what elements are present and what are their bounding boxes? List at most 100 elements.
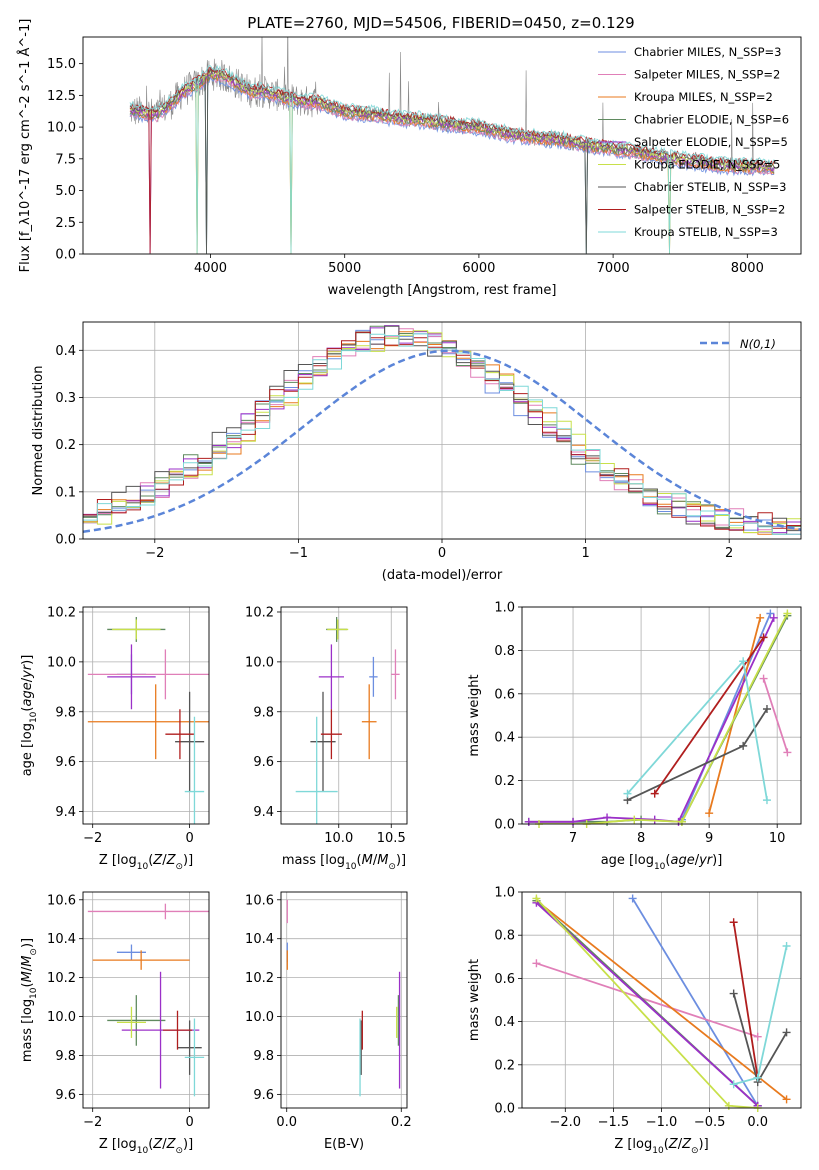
weight-marker: [628, 894, 637, 903]
x-tick-label: 7000: [597, 261, 630, 276]
weight-marker: [729, 989, 738, 998]
residual-histogram-panel: −2 −1 0 1 2 0.0 0.1 0.2 0.3 0.4 N(0,1) (data-model)…: [31, 321, 802, 583]
y-axis-label: Flux [f_λ10^-17 erg cm^-2 s^-1 Å^-1]: [17, 19, 33, 273]
model-line-4: [129, 71, 775, 254]
weight-marker: [532, 894, 541, 903]
weight-marker: [762, 704, 771, 713]
weight-marker: [782, 1095, 791, 1104]
histogram-step-8: [83, 333, 801, 535]
y-tick-label: 12.5: [47, 89, 76, 104]
x-tick-label: −0.5: [694, 1115, 726, 1130]
y-tick-label: 0.8: [494, 929, 515, 944]
weight-marker: [724, 1101, 733, 1110]
y-tick-label: 10.4: [47, 932, 76, 947]
y-axis-label: mass [log10(M/M⊙)]: [20, 938, 39, 1062]
legend-label-0: Chabrier MILES, N_SSP=3: [634, 45, 781, 59]
weight-line-4: [535, 902, 759, 1107]
y-tick-label: 0.4: [494, 731, 515, 746]
weight-line-2: [708, 617, 762, 814]
y-tick-label: 10.0: [47, 655, 76, 670]
x-axis-label: (data-model)/error: [382, 568, 503, 583]
y-tick-label: 9.6: [55, 755, 76, 770]
weight-marker: [705, 809, 714, 818]
y-tick-label: 7.5: [55, 152, 76, 167]
x-tick-label: 0.2: [391, 1115, 412, 1130]
x-tick-label: 5000: [328, 261, 361, 276]
axes-frame: [82, 321, 802, 540]
weight-marker: [729, 1080, 738, 1089]
y-tick-label: 9.4: [253, 805, 274, 820]
y-tick-label: 0.0: [494, 818, 515, 833]
y-tick-label: 10.2: [245, 971, 274, 986]
axes-frame: [82, 891, 210, 1109]
weight-marker: [753, 1032, 762, 1041]
y-tick-label: 15.0: [47, 57, 76, 72]
y-tick-label: 0.1: [55, 485, 76, 500]
x-tick-label: 10.5: [377, 831, 406, 846]
weight-line-1: [536, 962, 758, 1038]
weight-marker: [762, 796, 771, 805]
y-tick-label: 9.6: [55, 1088, 76, 1103]
x-tick-label: 0: [185, 831, 193, 846]
weight-line-7: [653, 636, 765, 795]
weight-marker: [630, 815, 639, 824]
weight-marker: [532, 959, 541, 968]
y-tick-label: 0.3: [55, 391, 76, 406]
y-axis-label: mass weight: [467, 959, 482, 1041]
y-tick-label: 9.8: [253, 1049, 274, 1064]
x-tick-label: 4000: [194, 261, 227, 276]
x-axis-label: wavelength [Angstrom, rest frame]: [328, 283, 557, 298]
y-tick-label: 2.5: [55, 216, 76, 231]
axes-frame: [82, 36, 802, 255]
x-tick-label: 8000: [731, 261, 764, 276]
x-tick-label: 7: [569, 831, 577, 846]
legend-label-8: Kroupa STELIB, N_SSP=3: [634, 225, 778, 239]
weight-marker: [783, 748, 792, 757]
weight-marker: [769, 613, 778, 622]
weight-marker: [569, 817, 578, 826]
x-tick-label: −2: [83, 831, 102, 846]
x-tick-label: −2.0: [550, 1115, 582, 1130]
x-axis-label: Z [log10(Z/Z⊙)]: [99, 853, 193, 872]
age-vs-metallicity-panel: −2 0 9.4 9.6 9.8 10.0 10.2 Z [log10(Z/Z⊙)] age […: [20, 605, 210, 872]
y-axis-label: mass weight: [467, 674, 482, 756]
x-axis-label: age [log10(age/yr)]: [601, 853, 723, 872]
axes-frame: [521, 891, 802, 1109]
x-tick-label: 10.0: [324, 831, 353, 846]
axes-frame: [280, 606, 408, 825]
y-tick-label: 0.0: [55, 248, 76, 263]
y-tick-label: 0.4: [55, 344, 76, 359]
y-tick-label: 10.0: [245, 1010, 274, 1025]
x-tick-label: 6000: [462, 261, 495, 276]
weight-marker: [759, 633, 768, 642]
x-tick-label: 8: [637, 831, 645, 846]
x-axis-label: Z [log10(Z/Z⊙)]: [614, 1137, 708, 1156]
x-tick-label: 0: [438, 546, 446, 561]
y-axis-label: Normed distribution: [31, 366, 46, 496]
y-tick-label: 10.6: [245, 893, 274, 908]
weight-marker: [677, 817, 686, 826]
axes-frame: [280, 891, 408, 1109]
y-axis-label: age [log10(age/yr)]: [20, 655, 39, 777]
y-tick-label: 9.8: [55, 705, 76, 720]
mass-vs-reddening-panel: 0.0 0.2 9.6 9.8 10.0 10.2 10.4 10.6 E(B-V): [245, 891, 412, 1152]
y-tick-label: 10.6: [47, 893, 76, 908]
weight-marker: [759, 674, 768, 683]
y-tick-label: 0.0: [494, 1102, 515, 1117]
weight-line-0: [631, 898, 759, 1107]
y-tick-label: 0.0: [55, 533, 76, 548]
y-tick-label: 9.8: [55, 1049, 76, 1064]
x-axis-label: E(B-V): [324, 1137, 364, 1152]
weight-marker: [782, 1028, 791, 1037]
y-tick-label: 0.8: [494, 644, 515, 659]
axes-frame: [82, 606, 210, 825]
weight-line-2: [535, 899, 788, 1101]
y-tick-label: 0.4: [494, 1015, 515, 1030]
y-tick-label: 10.4: [245, 932, 274, 947]
weight-marker: [753, 1073, 762, 1082]
weight-line-1: [762, 678, 789, 753]
x-tick-label: −1: [289, 546, 308, 561]
x-tick-label: 10: [769, 831, 786, 846]
x-tick-label: 0.0: [747, 1115, 768, 1130]
x-tick-label: −1.0: [646, 1115, 678, 1130]
